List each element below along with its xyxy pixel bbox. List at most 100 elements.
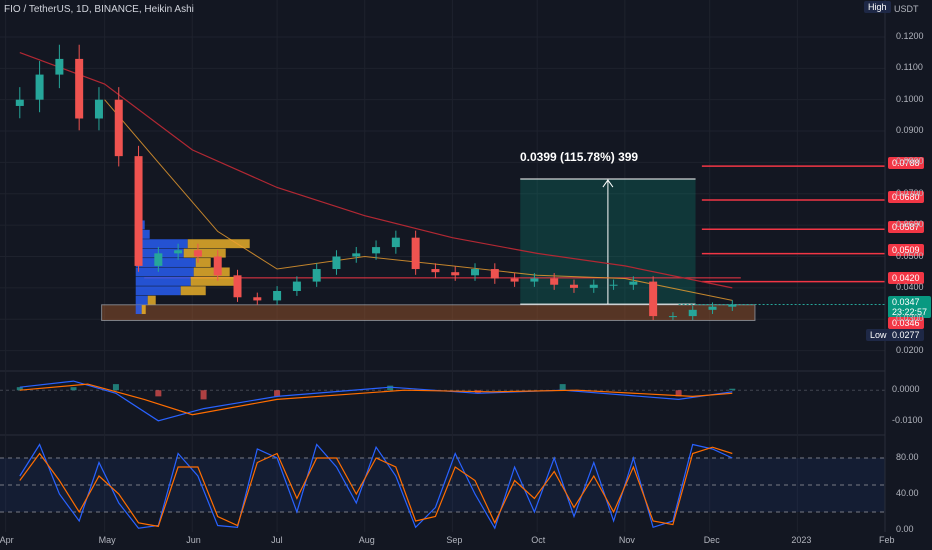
x-tick-label: 2023 <box>791 535 812 545</box>
level-badge-0420: 0.0420 <box>888 272 924 284</box>
stoch-tick-label: 0.00 <box>896 524 914 534</box>
x-tick-label: Oct <box>531 535 546 545</box>
sma-mid-line <box>104 99 733 301</box>
measure-label: 0.0399 (115.78%) 399 <box>520 150 639 164</box>
candle-body <box>273 291 282 301</box>
x-tick-label: Sep <box>446 535 463 545</box>
candle-body <box>174 250 183 254</box>
price-tick-label: 0.1000 <box>896 93 924 104</box>
support-zone <box>101 304 756 321</box>
candle-body <box>352 253 361 257</box>
candle-body <box>589 284 598 288</box>
price-pane[interactable] <box>15 44 885 321</box>
macd-pane[interactable] <box>0 380 885 422</box>
candle-body <box>292 281 301 291</box>
sma-long-line <box>19 52 733 289</box>
candle-body <box>15 99 24 106</box>
current-price: 0.0347 <box>892 297 920 307</box>
candle-body <box>471 269 480 276</box>
x-tick-label: Aug <box>358 535 375 545</box>
candle-body <box>609 284 618 286</box>
price-tick-label: 0.0300 <box>896 313 924 324</box>
volume-profile-bar-blue <box>135 305 142 315</box>
price-tick-label: 0.0600 <box>896 219 924 230</box>
price-tick-label: 0.0400 <box>896 281 924 292</box>
low-badge: Low <box>866 329 891 341</box>
macd-tick-label: 0.0000 <box>892 384 920 395</box>
candle-body <box>55 58 64 75</box>
macd-histogram-bar <box>274 390 281 397</box>
price-tick-label: 0.1200 <box>896 30 924 41</box>
candle-body <box>193 250 202 257</box>
volume-profile-bar-yellow <box>190 276 239 286</box>
candle-body <box>411 237 420 270</box>
candle-body <box>213 256 222 276</box>
volume-profile-bar-yellow <box>193 267 230 277</box>
candle-body <box>510 278 519 282</box>
price-tick-label: 0.0500 <box>896 250 924 261</box>
stoch-tick-label: 80.00 <box>896 452 919 462</box>
stoch-k-line <box>19 443 733 530</box>
macd-histogram-bar <box>70 387 77 391</box>
macd-histogram-bar <box>155 390 162 397</box>
macd-line <box>19 380 733 422</box>
candle-body <box>569 284 578 288</box>
volume-profile-bar-blue <box>135 239 188 249</box>
volume-profile-bar-blue <box>135 229 150 239</box>
volume-profile-bar-yellow <box>183 248 226 258</box>
candle-body <box>451 272 460 276</box>
level-badge-0788: 0.0788 <box>888 157 924 169</box>
volume-profile-bar-yellow <box>187 239 250 249</box>
price-tick-label: 0.0800 <box>896 156 924 167</box>
x-tick-label: Jun <box>186 535 201 545</box>
candle-body <box>490 269 499 279</box>
x-tick-label: Nov <box>618 535 635 545</box>
candle-body <box>728 304 737 307</box>
candle-body <box>75 58 84 119</box>
volume-profile-bar-blue <box>135 286 181 296</box>
volume-profile-bar-blue <box>135 267 194 277</box>
volume-profile-bar-yellow <box>180 286 206 296</box>
x-tick-label: Dec <box>703 535 720 545</box>
volume-profile-bar-yellow <box>195 258 211 267</box>
candle-body <box>372 247 381 254</box>
x-tick-label: May <box>98 535 116 545</box>
candle-body <box>332 256 341 270</box>
macd-histogram-bar <box>559 384 566 391</box>
candle-body <box>391 237 400 248</box>
currency-label: USDT <box>894 4 919 14</box>
measure-arrow-head <box>602 179 614 188</box>
candle-body <box>431 269 440 273</box>
volume-profile-bar-blue <box>135 258 196 267</box>
candle-body <box>688 309 697 317</box>
price-tick-label: 0.0200 <box>896 344 924 355</box>
macd-histogram-bar <box>729 388 736 391</box>
stoch-tick-label: 40.00 <box>896 488 919 498</box>
candle-body <box>312 269 321 282</box>
volume-profile-bar-blue <box>135 276 191 286</box>
volume-profile-bar-yellow <box>141 305 146 315</box>
volume-profile-bar-blue <box>135 295 148 305</box>
volume-profile-bar-yellow <box>147 295 156 305</box>
candle-body <box>629 281 638 285</box>
candle-body <box>114 99 123 157</box>
price-tick-label: 0.1100 <box>896 62 923 73</box>
current-price-badge: 0.0347 23:22:57 <box>888 296 932 318</box>
volume-profile-bar-blue <box>135 248 184 258</box>
candle-body <box>233 275 242 298</box>
x-tick-label: Feb <box>879 535 895 545</box>
x-tick-label: Jul <box>271 535 283 545</box>
stoch-d-line <box>19 446 733 528</box>
level-badge-0509: 0.0509 <box>888 244 924 256</box>
low-value-badge: 0.0277 <box>888 329 924 341</box>
candle-body <box>35 74 44 100</box>
stoch-rsi-pane[interactable] <box>0 443 885 530</box>
price-tick-label: 0.0900 <box>896 125 924 136</box>
macd-tick-label: -0.0100 <box>892 414 923 425</box>
level-badge-0587: 0.0587 <box>888 221 924 233</box>
candle-body <box>134 156 143 266</box>
countdown: 23:22:57 <box>892 307 928 317</box>
candle-body <box>649 281 658 317</box>
symbol-header[interactable]: FIO / TetherUS, 1D, BINANCE, Heikin Ashi <box>4 4 194 15</box>
